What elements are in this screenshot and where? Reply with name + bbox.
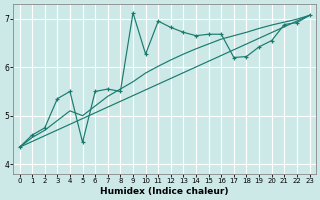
X-axis label: Humidex (Indice chaleur): Humidex (Indice chaleur): [100, 187, 229, 196]
